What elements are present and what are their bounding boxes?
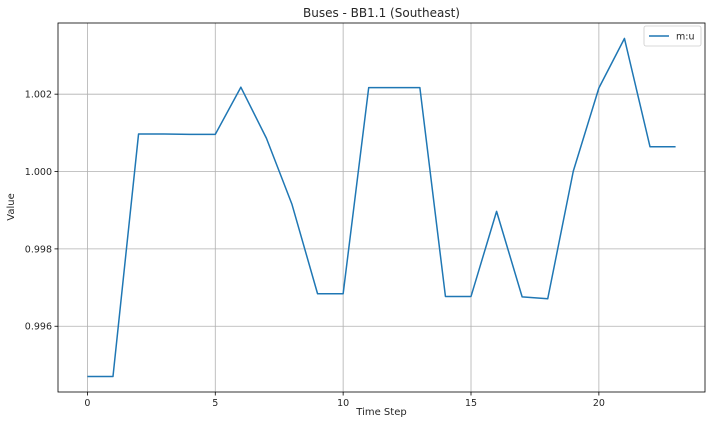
y-tick-label: 0.996 (25, 322, 52, 333)
y-axis-label: Value (6, 193, 17, 220)
y-tick-label: 1.000 (25, 167, 52, 178)
plot-area-frame (57, 22, 706, 393)
series-line (87, 37, 676, 378)
y-tick-label: 1.002 (25, 90, 52, 101)
x-tick-label: 0 (84, 398, 90, 409)
x-tick-label: 5 (212, 398, 218, 409)
x-tick-label: 20 (593, 398, 605, 409)
y-tick-label: 0.998 (25, 244, 52, 255)
x-axis-label: Time Step (355, 407, 406, 418)
legend: m:u (643, 25, 702, 47)
axis-ticks: 0 5 10 15 20 0.996 0.998 1.000 1.002 (25, 90, 605, 409)
legend-frame (643, 25, 702, 47)
legend-label: m:u (676, 32, 694, 43)
chart-title: Buses - BB1.1 (Southeast) (303, 6, 460, 20)
x-tick-label: 15 (465, 398, 477, 409)
x-tick-label: 10 (337, 398, 349, 409)
series-layer (87, 37, 676, 378)
